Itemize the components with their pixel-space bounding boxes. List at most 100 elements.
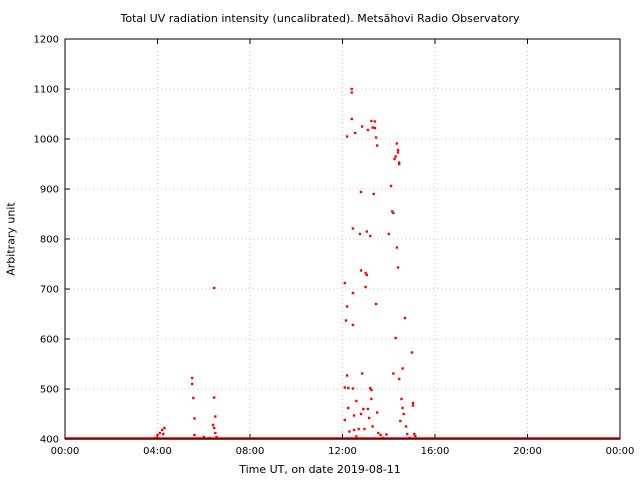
data-point	[358, 232, 362, 236]
data-point	[359, 412, 363, 416]
data-point	[366, 128, 370, 132]
data-point	[345, 305, 349, 308]
data-point	[372, 192, 375, 196]
data-point	[352, 428, 356, 432]
data-point	[348, 430, 351, 433]
data-point	[404, 425, 408, 428]
data-point	[395, 142, 399, 145]
y-tick-label: 1200	[34, 35, 59, 46]
data-point	[365, 230, 368, 233]
y-tick-label: 1000	[34, 135, 59, 146]
y-tick-label: 800	[40, 235, 59, 246]
data-point	[214, 415, 217, 418]
data-point	[381, 436, 385, 440]
data-point	[343, 281, 347, 285]
data-point	[162, 432, 165, 436]
data-point	[212, 396, 216, 399]
data-point	[403, 316, 407, 320]
data-point	[406, 432, 409, 436]
data-point	[373, 120, 377, 123]
x-tick-label: 08:00	[236, 446, 265, 457]
data-point	[397, 377, 401, 381]
data-point	[397, 162, 401, 166]
chart-title: Total UV radiation intensity (uncalibrat…	[120, 12, 520, 25]
data-point	[214, 431, 217, 435]
y-tick-label: 600	[40, 335, 59, 346]
data-point	[360, 125, 364, 128]
data-point	[190, 382, 194, 386]
data-point	[192, 396, 195, 400]
data-point	[364, 271, 367, 275]
data-point	[369, 386, 372, 390]
plot-frame	[64, 38, 621, 440]
data-point	[379, 433, 382, 437]
data-point	[160, 428, 164, 432]
y-tick-label: 500	[40, 385, 59, 396]
data-point	[351, 291, 355, 295]
data-point	[347, 406, 350, 410]
data-point	[351, 387, 355, 390]
data-point	[354, 131, 357, 135]
data-point	[215, 435, 218, 439]
data-point	[393, 157, 396, 161]
y-tick-label: 900	[40, 185, 59, 196]
data-point	[411, 404, 415, 407]
data-point	[193, 417, 196, 420]
data-point	[365, 273, 368, 277]
data-point	[375, 411, 379, 414]
data-point	[371, 126, 374, 129]
data-point	[385, 433, 388, 436]
data-point	[392, 372, 395, 375]
data-point	[370, 388, 373, 392]
data-point	[370, 119, 373, 123]
data-point	[359, 190, 363, 194]
data-point	[350, 117, 353, 121]
data-point	[156, 433, 159, 437]
data-point	[414, 434, 417, 438]
x-axis-label: Time UT, on date 2019-08-11	[239, 463, 401, 476]
data-point	[375, 144, 379, 147]
data-point	[410, 351, 414, 354]
data-point	[369, 234, 372, 238]
data-point	[411, 401, 415, 405]
data-point	[212, 286, 216, 290]
data-point	[345, 135, 349, 138]
data-point	[359, 269, 363, 272]
data-point	[366, 407, 370, 411]
data-point	[392, 211, 395, 215]
data-point	[396, 148, 400, 152]
data-point	[163, 426, 166, 430]
y-tick-label: 400	[40, 435, 59, 446]
data-point	[343, 418, 347, 422]
x-tick-label: 20:00	[513, 446, 542, 457]
data-point	[394, 336, 397, 340]
data-point	[401, 406, 404, 410]
data-point	[363, 427, 366, 431]
y-tick-label: 700	[40, 285, 59, 296]
y-tick-label: 1100	[34, 85, 59, 96]
data-point	[395, 246, 399, 249]
x-tick-label: 16:00	[421, 446, 450, 457]
data-point	[345, 374, 349, 377]
data-point	[211, 423, 215, 427]
data-point	[352, 414, 356, 417]
x-tick-label: 00:00	[606, 446, 635, 457]
data-point	[394, 155, 397, 158]
data-point	[373, 126, 377, 130]
data-point	[153, 436, 157, 440]
data-point	[412, 432, 416, 436]
data-point	[344, 319, 348, 322]
data-point	[391, 210, 394, 213]
data-point	[367, 416, 371, 420]
data-point	[362, 407, 365, 411]
y-axis-label: Arbitrary unit	[4, 202, 18, 276]
data-point	[202, 435, 205, 439]
data-point	[396, 266, 400, 269]
data-point	[355, 435, 358, 438]
data-point	[408, 436, 411, 440]
data-point	[389, 184, 393, 188]
data-point	[387, 232, 390, 236]
data-point	[371, 425, 374, 428]
